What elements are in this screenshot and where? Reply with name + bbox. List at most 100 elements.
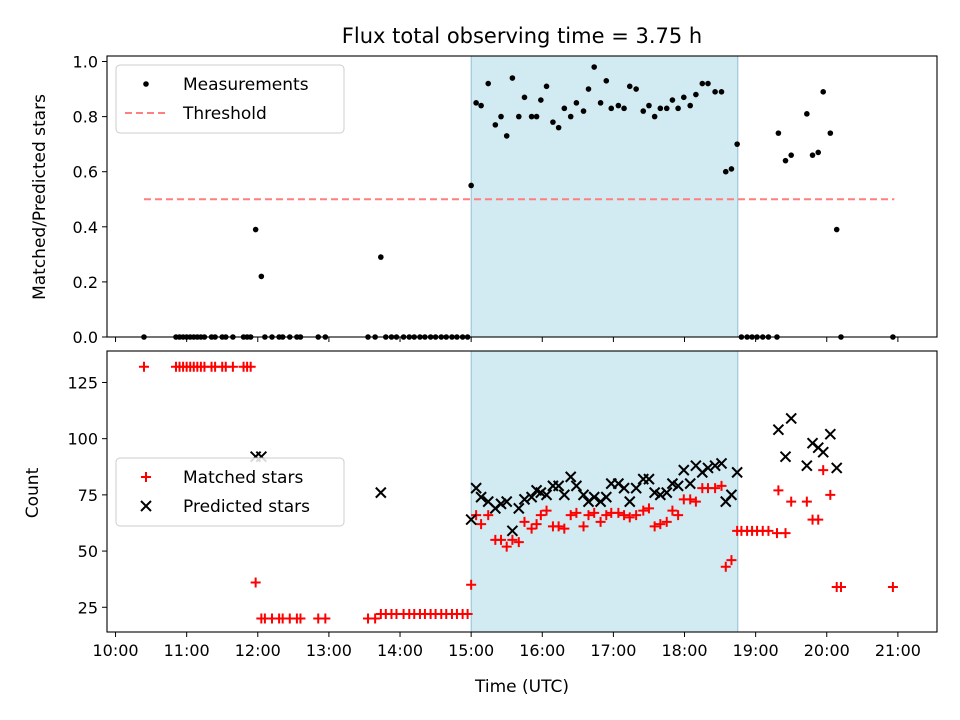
legend-label: Matched stars	[183, 468, 303, 488]
data-point	[715, 457, 728, 470]
top-panel: 0.0 0.2 0.4 0.6 0.8 1.0 Measurements Threshold	[73, 53, 938, 347]
data-point	[773, 485, 784, 496]
data-point	[643, 503, 654, 514]
data-point	[833, 226, 840, 233]
y-tick-label: 0.4	[73, 218, 98, 237]
data-point	[543, 83, 550, 90]
data-point	[621, 105, 627, 112]
y-tick-label: 25	[78, 598, 98, 617]
y-tick-label: 1.0	[73, 53, 98, 72]
data-point	[370, 613, 381, 624]
axes-frame	[106, 55, 938, 338]
data-point	[705, 80, 711, 87]
data-point	[583, 510, 594, 521]
data-point	[468, 182, 474, 189]
data-point	[681, 94, 687, 101]
data-point	[672, 480, 684, 492]
data-point	[565, 471, 577, 483]
data-point	[559, 523, 570, 534]
data-point	[498, 113, 504, 120]
data-point	[525, 491, 538, 503]
data-point	[731, 466, 743, 479]
data-point	[565, 510, 576, 521]
data-point	[567, 113, 574, 120]
data-point	[651, 113, 658, 120]
data-point	[541, 505, 552, 516]
data-point	[663, 105, 670, 112]
data-point	[699, 80, 706, 87]
data-point	[633, 86, 639, 92]
data-point	[507, 534, 518, 545]
x-tick-label: 19:00	[733, 641, 779, 660]
data-point	[492, 122, 499, 128]
data-point	[558, 489, 571, 501]
data-point	[693, 91, 699, 98]
data-point	[640, 108, 647, 114]
data-point	[496, 534, 507, 545]
data-point	[501, 495, 513, 508]
data-point	[550, 119, 556, 125]
y-tick-label: 125	[67, 373, 98, 392]
data-point	[573, 100, 580, 106]
data-point	[675, 105, 681, 112]
x-tick-label: 12:00	[235, 641, 281, 660]
y-tick-label: 50	[78, 542, 98, 561]
data-point	[578, 521, 589, 532]
data-point	[597, 100, 604, 106]
data-point	[712, 89, 718, 95]
legend-marker	[140, 500, 152, 512]
data-point	[831, 462, 843, 474]
data-point	[775, 130, 782, 136]
data-point	[561, 105, 568, 112]
y-tick-label: 0.8	[73, 108, 98, 127]
data-point	[619, 510, 630, 521]
highlight-span	[470, 350, 739, 633]
data-point	[728, 166, 735, 172]
data-point	[580, 108, 587, 114]
data-point	[503, 133, 510, 139]
data-point	[485, 80, 492, 87]
data-point	[465, 513, 477, 526]
data-point	[501, 541, 512, 552]
data-point	[626, 83, 633, 90]
data-point	[631, 510, 642, 521]
y-tick-label: 0.2	[73, 273, 98, 292]
data-point	[709, 459, 721, 472]
data-point	[571, 507, 582, 518]
data-point	[618, 482, 630, 494]
data-point	[887, 582, 898, 593]
data-point	[772, 423, 785, 436]
data-point	[473, 100, 479, 106]
data-point	[466, 579, 477, 590]
data-point	[553, 521, 564, 532]
x-tick-label: 18:00	[661, 641, 707, 660]
data-point	[678, 464, 690, 476]
data-point	[779, 450, 792, 463]
data-point	[513, 537, 524, 548]
legend-label: Predicted stars	[183, 497, 310, 517]
data-point	[788, 152, 794, 158]
data-point	[687, 102, 694, 109]
data-point	[540, 489, 553, 501]
data-point	[538, 97, 544, 103]
data-point	[818, 465, 829, 476]
data-point	[710, 483, 721, 494]
data-point	[227, 361, 238, 372]
highlight-span	[470, 55, 739, 338]
x-tick-label: 21:00	[875, 641, 921, 660]
data-point	[245, 361, 256, 372]
x-tick-label: 17:00	[590, 641, 636, 660]
data-point	[320, 613, 331, 624]
legend-marker	[143, 81, 149, 87]
data-point	[509, 75, 516, 81]
data-point	[526, 523, 537, 534]
data-point	[585, 86, 592, 92]
data-point	[624, 512, 635, 523]
y-tick-label: 0.6	[73, 163, 98, 182]
chart-title: Flux total observing time = 3.75 h	[342, 24, 702, 48]
data-point	[718, 89, 725, 95]
x-tick-label: 13:00	[306, 641, 352, 660]
data-point	[801, 459, 813, 472]
data-point	[734, 141, 740, 147]
data-point	[577, 489, 590, 501]
